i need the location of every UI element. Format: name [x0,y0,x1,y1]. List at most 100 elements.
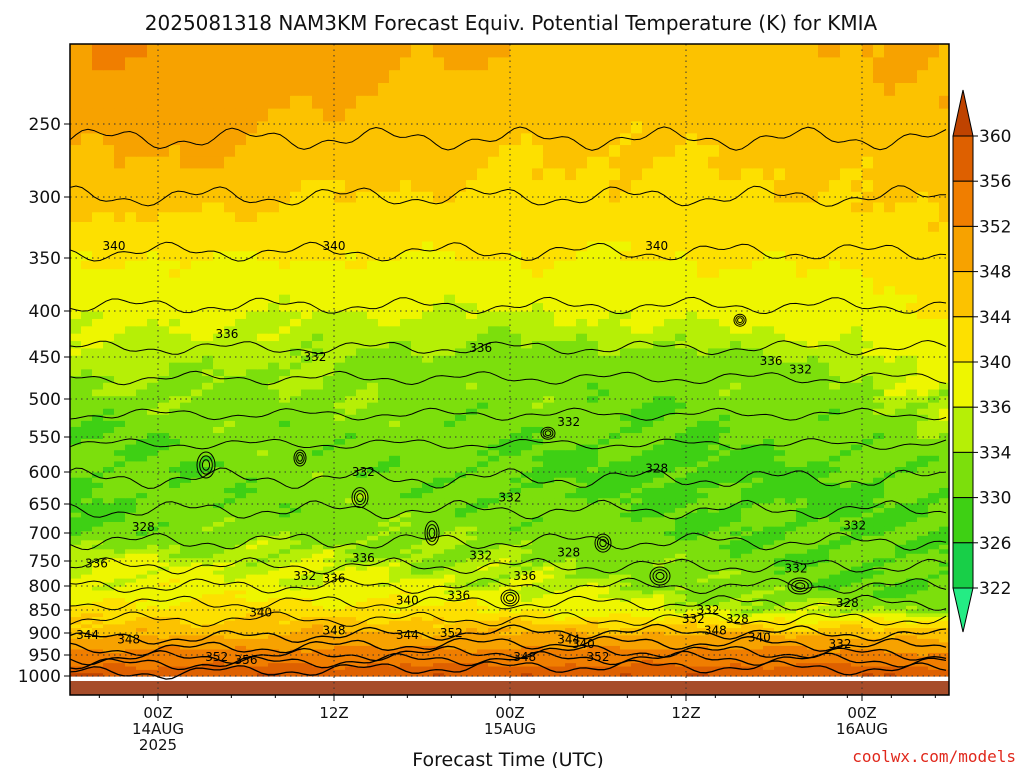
field-cell [257,507,269,513]
field-cell [279,669,291,674]
field-cell [851,497,863,504]
field-cell [224,601,236,606]
field-cell [378,526,390,532]
field-cell [444,438,456,445]
field-cell [400,516,412,522]
field-cell [851,544,863,550]
field-cell [114,492,126,499]
field-cell [411,659,423,664]
field-cell [70,507,82,513]
field-cell [290,566,302,571]
field-cell [917,402,929,409]
field-cell [81,426,93,434]
field-cell [422,623,434,629]
field-cell [224,455,236,462]
field-cell [411,455,423,462]
field-cell [708,444,720,451]
field-cell [664,634,676,639]
field-cell [620,609,632,614]
field-cell [708,408,720,415]
field-cell [653,426,665,434]
field-cell [807,578,819,583]
field-cell [796,612,808,618]
field-cell [521,472,533,478]
field-cell [422,487,434,494]
field-cell [741,482,753,488]
field-cell [499,432,511,439]
field-cell [202,539,214,545]
field-cell [884,502,896,509]
field-cell [312,449,324,456]
field-cell [136,444,148,451]
field-cell [862,665,874,670]
field-cell [686,562,698,567]
field-cell [719,544,731,550]
field-cell [719,672,731,677]
field-cell [301,655,313,660]
field-cell [367,634,379,639]
field-cell [92,477,104,483]
field-cell [422,544,434,550]
field-cell [488,570,500,575]
field-cell [675,492,687,499]
field-cell [125,665,137,670]
field-cell [554,652,566,657]
field-cell [279,521,291,527]
field-cell [730,539,742,545]
field-cell [576,477,588,483]
field-cell [730,444,742,451]
field-cell [774,605,786,610]
field-cell [928,609,940,614]
field-cell [642,638,654,643]
field-cell [642,589,654,595]
field-cell [169,597,181,602]
field-cell [609,414,621,421]
field-cell [455,612,467,618]
field-cell [169,539,181,545]
field-cell [543,444,555,451]
field-cell [367,638,379,643]
field-cell [851,426,863,434]
field-cell [378,609,390,614]
field-cell [565,507,577,513]
field-cell [675,472,687,478]
field-cell [598,449,610,456]
field-cell [422,659,434,664]
field-cell [939,574,949,579]
field-cell [565,492,577,499]
field-cell [488,460,500,467]
field-cell [884,623,896,629]
field-cell [477,665,489,670]
field-cell [763,539,775,545]
field-cell [796,460,808,467]
field-cell [114,553,126,559]
field-cell [334,460,346,467]
field-cell [543,477,555,483]
field-cell [312,507,324,513]
field-cell [609,562,621,567]
field-cell [422,620,434,625]
field-cell [444,562,456,567]
field-cell [356,616,368,621]
field-cell [246,466,258,473]
field-cell [301,627,313,632]
field-cell [752,553,764,559]
field-cell [499,420,511,427]
field-cell [345,432,357,439]
field-cell [345,487,357,494]
field-cell [433,566,445,571]
field-cell [917,586,929,591]
field-cell [906,438,918,445]
field-cell [829,426,841,434]
field-cell [103,627,115,632]
field-cell [807,609,819,614]
field-cell [136,553,148,559]
field-cell [576,557,588,563]
field-cell [246,609,258,614]
field-cell [752,414,764,421]
field-cell [433,502,445,509]
field-cell [136,589,148,595]
field-cell [697,627,709,632]
field-cell [103,638,115,643]
field-cell [125,497,137,504]
